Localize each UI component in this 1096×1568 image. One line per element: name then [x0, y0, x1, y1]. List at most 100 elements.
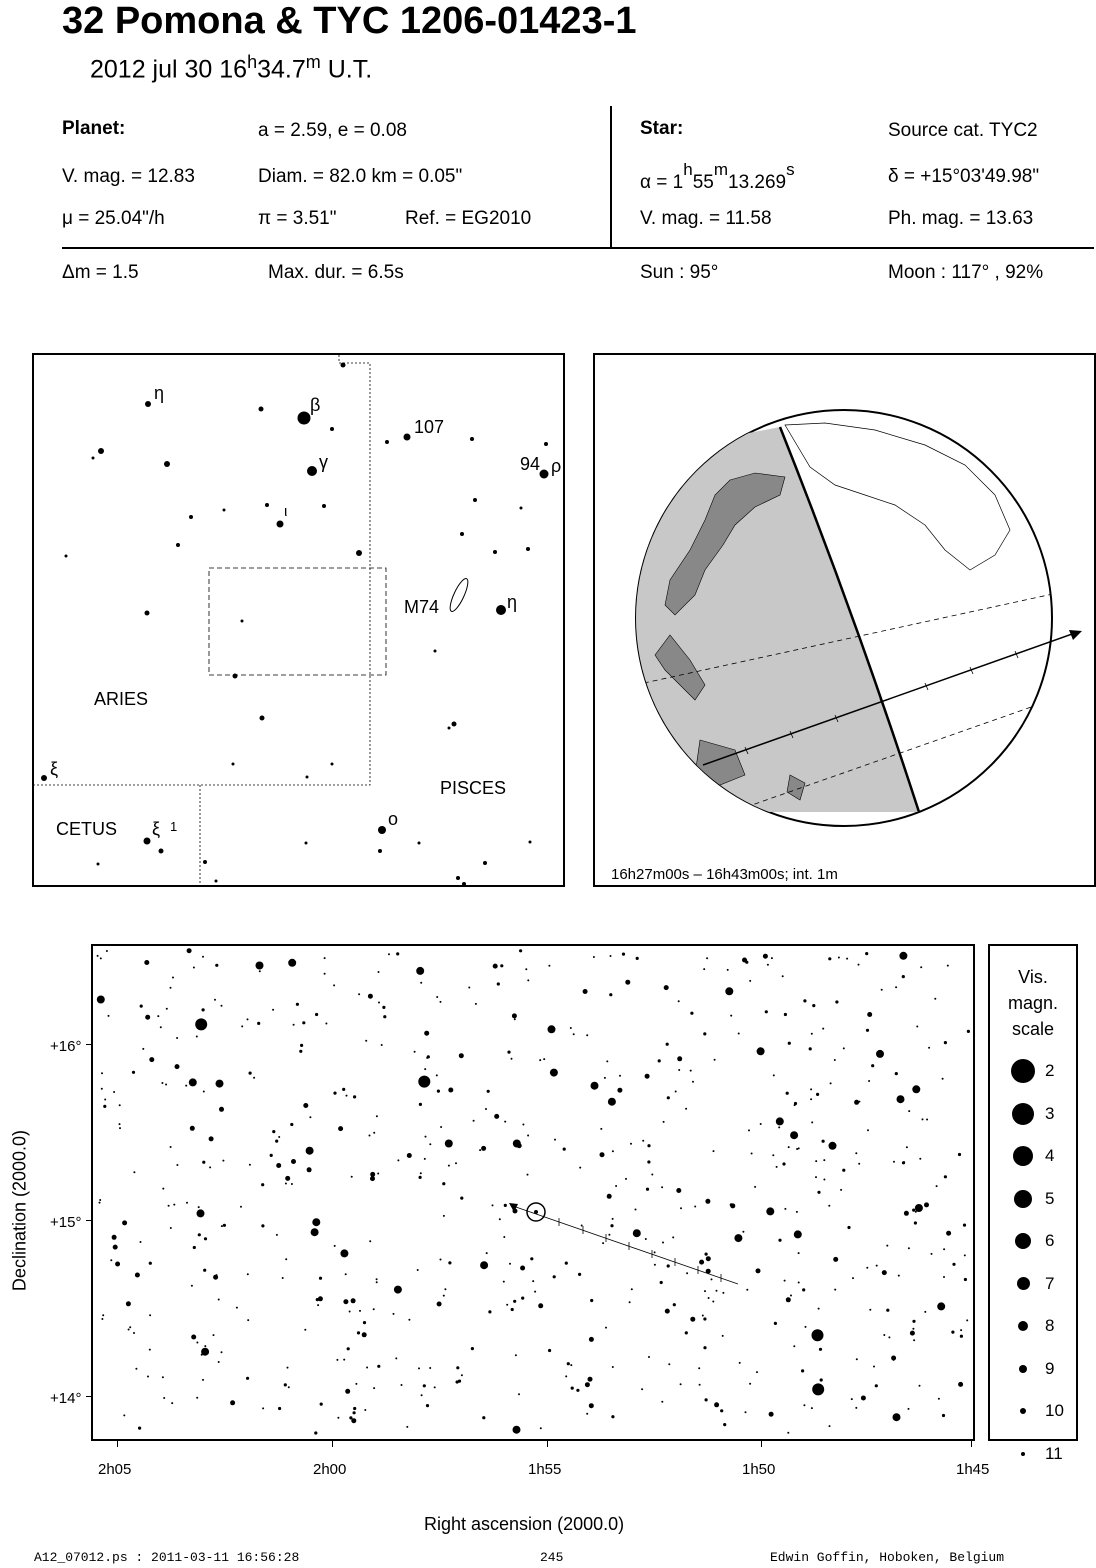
field-star — [966, 1319, 969, 1322]
star-eta-pisces — [496, 605, 506, 615]
field-star — [960, 1329, 963, 1332]
finder-star — [356, 550, 362, 556]
asteroid-track — [512, 1205, 739, 1285]
field-star — [506, 1303, 509, 1306]
field-star — [338, 1126, 344, 1132]
field-star — [653, 1251, 656, 1254]
field-star — [701, 1314, 704, 1317]
field-star — [934, 997, 937, 1000]
field-star — [348, 1310, 351, 1313]
field-star — [930, 1252, 933, 1255]
field-star — [142, 1047, 145, 1050]
field-star — [714, 1402, 720, 1408]
field-star — [305, 1146, 314, 1155]
field-star — [292, 1023, 295, 1026]
field-star — [201, 1347, 210, 1356]
x-axis-label: Right ascension (2000.0) — [424, 1514, 625, 1534]
field-star — [918, 1384, 921, 1387]
indonesia-coastline — [654, 634, 706, 701]
field-star — [281, 1277, 284, 1279]
field-star — [921, 1118, 924, 1121]
finder-star — [222, 508, 226, 512]
event-dm: Δm = 1.5 — [62, 262, 139, 283]
field-star — [373, 1131, 376, 1134]
field-star — [522, 1123, 525, 1126]
field-star — [579, 1166, 582, 1169]
finder-star — [265, 503, 269, 507]
page-title: 32 Pomona & TYC 1206-01423-1 — [62, 0, 637, 42]
date-text: 2012 jul 30 16 — [90, 55, 248, 84]
field-star — [677, 1056, 683, 1062]
asia-coastline — [664, 472, 786, 616]
field-star — [418, 1075, 431, 1088]
field-star — [816, 1092, 820, 1096]
field-star — [485, 1252, 488, 1255]
field-star — [797, 1147, 800, 1150]
field-star — [516, 1428, 519, 1431]
label-eta-pisces: η — [507, 592, 517, 612]
field-star — [828, 1425, 831, 1428]
legend-label-mag-2: 2 — [1045, 1061, 1055, 1080]
star-chart-svg — [96, 948, 971, 1435]
field-star — [913, 1339, 916, 1342]
field-star — [300, 1043, 304, 1047]
label-omicron: o — [388, 809, 398, 829]
field-star — [203, 1268, 207, 1272]
field-star — [588, 1403, 594, 1409]
field-star — [787, 1146, 790, 1149]
field-star — [828, 1204, 831, 1207]
field-star — [359, 1309, 361, 1312]
field-star — [686, 1272, 689, 1275]
field-star — [632, 1229, 641, 1238]
field-star — [447, 1164, 450, 1167]
planet-diam: Diam. = 82.0 km = 0.05" — [258, 166, 463, 187]
field-star — [375, 1281, 378, 1284]
ra-tick-2h05: 2h05 — [98, 1461, 132, 1478]
field-star — [690, 1316, 696, 1322]
field-star — [395, 1357, 398, 1360]
field-star — [257, 1021, 261, 1025]
field-star — [866, 1266, 869, 1269]
event-moon: Moon : 117° , 92% — [888, 262, 1044, 283]
field-star — [811, 1329, 824, 1342]
star-vmag: V. mag. = 11.58 — [640, 208, 772, 229]
field-star — [353, 1095, 357, 1099]
field-star — [416, 1269, 419, 1271]
field-star — [803, 999, 807, 1003]
field-star — [539, 1059, 542, 1062]
field-star — [373, 1387, 376, 1390]
field-star — [362, 1321, 367, 1325]
field-star — [468, 986, 471, 989]
field-star — [167, 1204, 170, 1207]
field-star — [269, 1153, 273, 1157]
field-star — [764, 1010, 768, 1014]
field-star — [796, 1148, 799, 1150]
field-star — [456, 1366, 460, 1370]
field-star — [392, 1312, 395, 1315]
field-star — [665, 985, 669, 989]
legend-title-line: Vis. — [1018, 967, 1048, 987]
field-star — [943, 1276, 945, 1278]
field-star — [369, 1240, 372, 1243]
field-star — [258, 970, 261, 973]
field-star — [161, 1082, 164, 1084]
field-star — [272, 1130, 276, 1134]
field-star — [323, 957, 326, 960]
field-star — [139, 1004, 143, 1008]
field-star — [370, 1171, 376, 1177]
field-star — [169, 1146, 172, 1148]
field-star — [778, 1238, 782, 1242]
field-star — [367, 993, 373, 999]
field-star — [361, 1332, 367, 1338]
legend-label-mag-3: 3 — [1045, 1103, 1055, 1123]
field-star — [162, 1187, 165, 1190]
field-star — [127, 1328, 130, 1331]
finder-star — [385, 440, 389, 444]
field-star — [422, 1384, 426, 1388]
alpha-s-sup: s — [786, 160, 795, 179]
field-star — [220, 1004, 223, 1007]
field-star — [749, 979, 752, 982]
field-star — [429, 1367, 432, 1369]
field-star — [439, 1000, 442, 1003]
field-star — [406, 1153, 412, 1158]
